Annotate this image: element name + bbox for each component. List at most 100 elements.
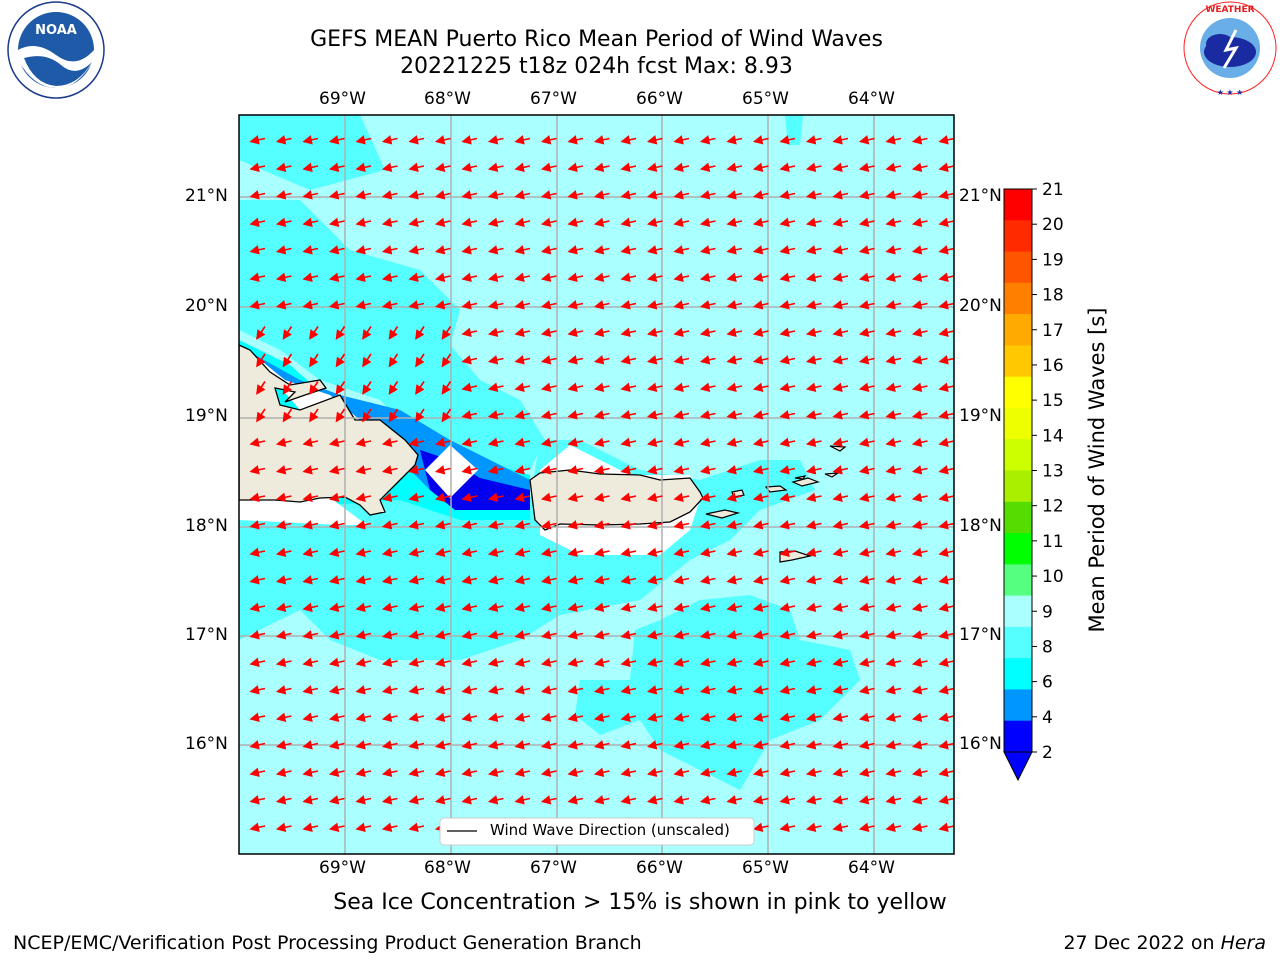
wind-wave-vector [328,795,345,805]
wind-wave-vector [620,795,637,805]
wind-wave-vector [381,795,398,805]
wind-wave-vector [779,685,796,695]
wind-wave-vector [567,685,584,695]
wind-wave-vector [302,547,319,558]
wind-wave-vector [434,630,451,640]
wind-wave-vector [620,547,637,558]
wind-wave-vector [355,492,372,503]
wind-wave-vector [408,272,425,283]
wind-wave-vector [487,272,504,283]
wind-wave-vector [779,190,796,200]
wind-wave-vector [355,272,372,283]
wind-wave-vector [593,217,610,228]
wind-wave-vector [514,217,531,228]
lat-label-left-19n: 19°N [185,406,228,426]
wind-wave-vector [752,465,769,475]
wind-wave-vector [726,410,743,420]
wind-wave-vector [275,437,292,448]
wind-wave-vector [805,657,822,668]
wind-wave-vector [858,327,875,338]
wind-wave-vector [593,300,610,310]
wind-wave-vector [752,272,769,283]
wind-wave-vector [593,355,610,365]
wind-wave-vector [434,245,451,255]
wind-wave-vector [487,245,504,255]
wind-wave-vector [620,685,637,695]
footer-host: Hera [1220,932,1266,954]
wind-wave-vector [779,327,796,338]
wind-wave-vector [805,602,822,613]
wind-wave-vector [620,300,637,310]
wind-wave-vector [726,162,743,173]
wind-wave-vector [673,300,690,310]
wind-wave-vector [302,630,319,640]
wind-wave-vector [415,326,425,340]
wind-wave-vector [832,602,849,613]
wind-wave-vector [567,382,584,393]
wind-wave-vector [673,575,690,585]
wind-wave-vector [302,575,319,585]
wind-wave-vector [699,135,716,145]
wind-wave-vector [514,795,531,805]
wind-wave-vector [752,437,769,448]
colorbar-tick-label: 20 [1042,215,1064,235]
wind-wave-vector [593,602,610,613]
wind-wave-vector [938,162,954,173]
wind-wave-vector [328,162,345,173]
wind-wave-vector [832,272,849,283]
colorbar-segment [1004,189,1032,221]
wind-wave-vector [699,465,716,475]
wind-wave-vector [752,217,769,228]
wind-wave-vector [779,437,796,448]
wind-wave-vector [646,217,663,228]
wind-wave-vector [567,190,584,200]
wind-wave-vector [355,822,372,833]
wind-wave-vector [726,602,743,613]
wind-wave-vector [805,575,822,585]
wind-wave-vector [567,740,584,750]
wind-wave-vector [620,272,637,283]
wind-wave-vector [381,822,398,833]
wind-wave-vector [275,822,292,833]
wind-wave-vector [673,712,690,723]
wind-wave-vector [885,300,902,310]
wind-wave-vector [381,657,398,668]
wind-wave-vector [540,520,557,530]
wind-wave-vector [540,437,557,448]
wind-wave-vector [673,657,690,668]
wind-wave-vector [567,767,584,778]
wind-wave-vector [885,767,902,778]
wind-wave-vector [620,162,637,173]
wind-wave-vector [249,190,266,200]
wind-wave-vector [938,272,954,283]
lat-label-left-17n: 17°N [185,625,228,645]
map-frame [238,114,955,855]
wind-wave-vector [620,575,637,585]
wind-wave-vector [275,712,292,723]
wind-wave-vector [858,822,875,833]
wind-wave-vector [514,135,531,145]
wind-wave-vector [832,575,849,585]
wind-wave-vector [752,300,769,310]
colorbar-segment [1004,720,1032,753]
wind-wave-vector [699,272,716,283]
wind-wave-vector [593,410,610,420]
wind-wave-vector [434,162,451,173]
wind-wave-vector [408,575,425,585]
wind-wave-vector [779,602,796,613]
wind-wave-vector [567,135,584,145]
wind-wave-vector [805,437,822,448]
wind-wave-vector [646,630,663,640]
wind-wave-vector [805,685,822,695]
wind-wave-vector [752,382,769,393]
colorbar-segment [1004,407,1032,440]
wind-wave-vector [885,382,902,393]
wind-wave-vector [646,245,663,255]
wind-wave-vector [779,740,796,750]
wind-wave-vector [593,465,610,475]
lat-label-left-21n: 21°N [185,186,228,206]
colorbar-segment [1004,564,1032,597]
wind-wave-vector [646,492,663,503]
wind-wave-vector [752,162,769,173]
